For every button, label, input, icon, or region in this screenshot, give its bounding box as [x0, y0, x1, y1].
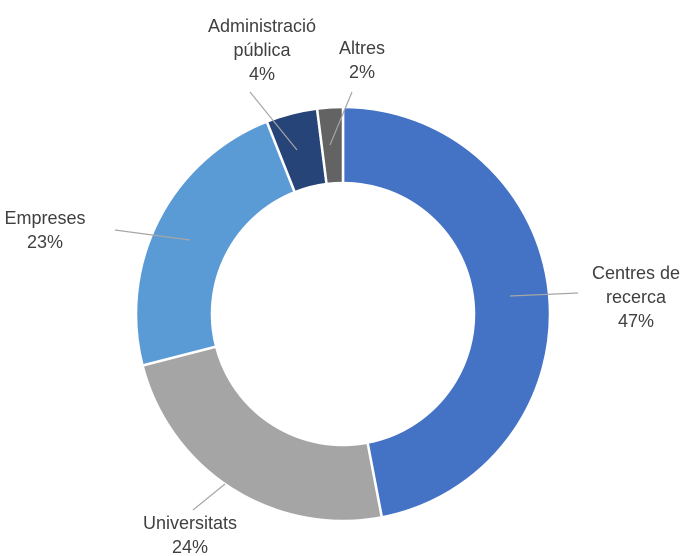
category-label: Empreses	[4, 208, 86, 228]
value-label: 2%	[348, 62, 375, 82]
category-label: Universitats	[142, 513, 238, 533]
data-label: Centres de recerca 47%	[579, 261, 691, 333]
value-label: 47%	[617, 311, 655, 331]
category-label: Administració pública	[207, 16, 317, 60]
leader-line	[192, 483, 226, 511]
data-label: Universitats 24%	[90, 511, 290, 556]
value-label: 24%	[171, 537, 209, 556]
data-label: Administració pública 4%	[200, 14, 325, 86]
value-label: 4%	[248, 64, 275, 84]
donut-slice	[134, 119, 297, 368]
leader-line	[114, 229, 191, 241]
donut-slice	[315, 105, 345, 186]
data-label: Empreses 23%	[0, 206, 145, 254]
slices	[134, 105, 552, 523]
donut-slice	[341, 105, 552, 519]
leader-line	[249, 91, 298, 151]
category-label: Altres	[338, 38, 385, 58]
leader-line	[329, 91, 353, 146]
leader-line	[509, 292, 579, 297]
data-label: Altres 2%	[262, 36, 462, 84]
category-label: Centres de recerca	[591, 263, 681, 307]
value-label: 23%	[26, 232, 64, 252]
donut-slice	[140, 345, 384, 523]
